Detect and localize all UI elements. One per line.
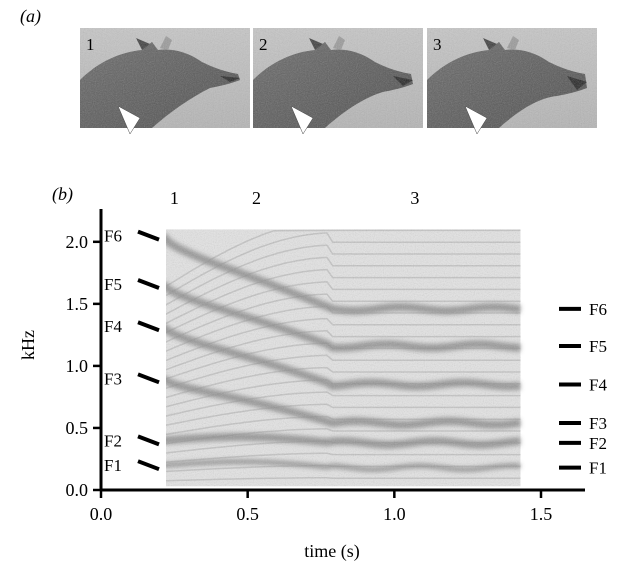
formant-start-tick: [137, 229, 160, 242]
formant-start-label: F6: [104, 227, 122, 246]
formant-end-label: F3: [589, 414, 607, 433]
formant-start-label: F3: [104, 369, 122, 388]
spectrogram: [166, 229, 521, 487]
formant-end-label: F2: [589, 434, 607, 453]
y-axis-label: kHz: [18, 330, 38, 360]
y-tick-label: 1.0: [66, 356, 89, 376]
y-tick-label: 0.5: [66, 418, 89, 438]
frame-marker: 2: [252, 188, 261, 208]
formant-start-label: F1: [104, 456, 122, 475]
frame-number: 2: [259, 35, 268, 54]
frame-markers: 1 2 3: [170, 188, 420, 208]
formant-start-tick: [137, 320, 160, 333]
formant-start-label: F4: [104, 317, 122, 336]
panel-a-label: (a): [20, 6, 41, 27]
x-tick-label: 0.0: [90, 504, 113, 524]
formant-start-tick: [137, 459, 160, 472]
formant-end-label: F4: [589, 376, 607, 395]
formant-start-label: F5: [104, 275, 122, 294]
axes: 0.0 0.5 1.0 1.5 0.0 0.5 1.0 1.5 2.0: [66, 209, 585, 524]
photo-frame-2: 2: [253, 28, 423, 135]
larynx-arrow-icon: [290, 105, 314, 135]
photo-frames: 1 2 3: [80, 28, 597, 135]
photo-frame-3: 3: [427, 28, 597, 135]
panel-b-label: (b): [52, 184, 73, 205]
x-tick-label: 1.0: [383, 504, 406, 524]
formant-start-tick: [137, 278, 160, 290]
x-axis-label: time (s): [304, 541, 360, 562]
larynx-arrow-icon: [117, 105, 141, 135]
formant-start-label: F2: [104, 431, 122, 450]
frame-number: 1: [86, 35, 95, 54]
x-tick-label: 1.5: [530, 504, 553, 524]
formant-end-label: F6: [589, 300, 607, 319]
frame-number: 3: [433, 35, 442, 54]
larynx-arrow-icon: [464, 105, 488, 135]
x-tick-label: 0.5: [236, 504, 259, 524]
frame-marker: 1: [170, 188, 179, 208]
photo-frame-1: 1: [80, 28, 250, 135]
formant-end-label: F5: [589, 337, 607, 356]
formant-start-tick: [137, 434, 160, 447]
y-tick-label: 2.0: [66, 232, 89, 252]
y-tick-label: 0.0: [66, 480, 89, 500]
formant-end-label: F1: [589, 459, 607, 478]
formant-start-tick: [137, 372, 160, 385]
frame-marker: 3: [410, 188, 419, 208]
y-tick-label: 1.5: [66, 294, 89, 314]
